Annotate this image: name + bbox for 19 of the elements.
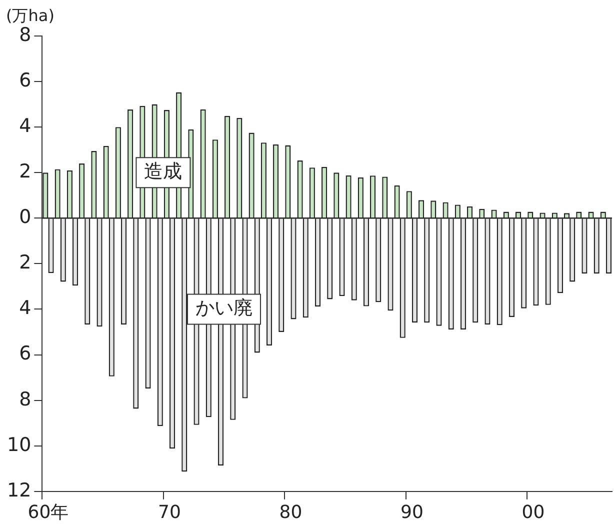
y-tick-label: 0 <box>19 206 32 228</box>
x-tick-label: 70 <box>158 502 181 523</box>
y-tick-label: 2 <box>19 252 32 274</box>
y-tick-label: 8 <box>19 388 32 410</box>
y-axis-title: (万ha) <box>6 6 54 26</box>
y-tick-label: 4 <box>19 297 32 320</box>
y-tick-label: 10 <box>6 434 32 456</box>
y-tick-label: 12 <box>6 479 32 502</box>
y-tick-label: 2 <box>19 160 32 183</box>
x-tick-label: 80 <box>279 502 302 523</box>
x-tick-label: 00 <box>522 502 545 523</box>
series-label: 造成 <box>144 160 182 183</box>
y-tick-label: 6 <box>19 342 32 365</box>
y-tick-label: 4 <box>19 115 32 138</box>
y-tick-label: 8 <box>19 24 32 46</box>
series-label: かい廃 <box>195 297 252 320</box>
x-tick-label: 60年 <box>28 502 69 523</box>
y-tick-label: 6 <box>19 69 32 92</box>
x-tick-label: 90 <box>400 502 424 523</box>
